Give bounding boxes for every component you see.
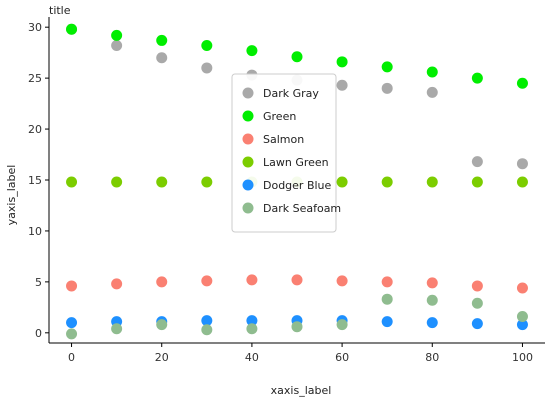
data-point — [246, 274, 258, 286]
data-point — [471, 156, 483, 168]
axes: 0 5 10 15 20 25 30 0 20 40 60 80 100 — [28, 17, 545, 364]
data-point — [201, 62, 213, 74]
legend-box — [231, 73, 337, 233]
data-point — [246, 323, 258, 335]
y-tick-label: 0 — [35, 327, 42, 340]
data-point — [156, 52, 168, 64]
y-tick-label: 25 — [28, 72, 42, 85]
data-point — [426, 277, 438, 289]
data-point — [336, 275, 348, 287]
data-point — [66, 317, 78, 329]
data-point — [66, 176, 78, 188]
legend-swatch — [242, 110, 254, 122]
x-tick-label: 80 — [425, 351, 439, 364]
data-point — [381, 293, 393, 305]
data-point — [426, 294, 438, 306]
x-tick-label: 60 — [335, 351, 349, 364]
data-point — [111, 29, 123, 41]
series-green — [66, 23, 528, 89]
data-point — [156, 34, 168, 46]
legend-swatch — [242, 87, 254, 99]
data-point — [381, 82, 393, 94]
data-point — [516, 158, 528, 170]
data-point — [291, 274, 303, 286]
legend-swatch — [242, 202, 254, 214]
data-point — [471, 72, 483, 84]
legend-label: Dark Seafoam — [263, 202, 341, 215]
data-point — [246, 315, 258, 327]
legend-label: Salmon — [263, 133, 304, 146]
data-point — [336, 176, 348, 188]
legend-label: Dark Gray — [263, 87, 319, 100]
data-point — [516, 77, 528, 89]
data-point — [156, 319, 168, 331]
legend-swatch — [242, 156, 254, 168]
x-tick-label: 100 — [512, 351, 533, 364]
data-point — [291, 321, 303, 333]
data-point — [516, 311, 528, 323]
series-salmon — [66, 274, 528, 294]
data-point — [201, 40, 213, 52]
data-point — [336, 56, 348, 68]
data-point — [336, 79, 348, 91]
data-point — [426, 176, 438, 188]
data-point — [426, 66, 438, 78]
series-dark-seafoam — [66, 293, 528, 340]
data-point — [66, 23, 78, 35]
x-axis-label: xaxis_label — [271, 384, 332, 397]
data-point — [471, 176, 483, 188]
y-tick-label: 5 — [35, 276, 42, 289]
data-point — [201, 315, 213, 327]
legend-label: Green — [263, 110, 296, 123]
data-point — [381, 316, 393, 328]
y-tick-label: 30 — [28, 21, 42, 34]
data-point — [246, 45, 258, 57]
data-point — [471, 297, 483, 309]
data-point — [381, 276, 393, 288]
data-points — [66, 23, 528, 340]
legend-label: Lawn Green — [263, 156, 329, 169]
data-point — [111, 323, 123, 335]
data-point — [426, 317, 438, 329]
data-point — [471, 318, 483, 330]
data-point — [111, 278, 123, 290]
data-point — [471, 280, 483, 292]
x-tick-label: 20 — [155, 351, 169, 364]
x-tick-label: 0 — [68, 351, 75, 364]
data-point — [516, 176, 528, 188]
data-point — [426, 86, 438, 98]
data-point — [291, 51, 303, 63]
data-point — [156, 276, 168, 288]
legend-label: Dodger Blue — [263, 179, 332, 192]
legend: Dark Gray Green Salmon Lawn Green Dodger Blu… — [231, 73, 341, 233]
data-point — [111, 40, 123, 52]
data-point — [516, 282, 528, 294]
chart-title: title — [49, 4, 71, 17]
x-tick-label: 40 — [245, 351, 259, 364]
data-point — [336, 319, 348, 331]
data-point — [201, 275, 213, 287]
legend-swatch — [242, 133, 254, 145]
y-tick-label: 15 — [28, 174, 42, 187]
y-axis-label: yaxis_label — [5, 165, 18, 226]
data-point — [381, 176, 393, 188]
data-point — [66, 280, 78, 292]
data-point — [201, 324, 213, 336]
data-point — [516, 319, 528, 331]
data-point — [156, 176, 168, 188]
data-point — [381, 61, 393, 73]
y-tick-label: 20 — [28, 123, 42, 136]
y-tick-label: 10 — [28, 225, 42, 238]
legend-swatch — [242, 179, 254, 191]
data-point — [66, 328, 78, 340]
data-point — [201, 176, 213, 188]
data-point — [111, 176, 123, 188]
